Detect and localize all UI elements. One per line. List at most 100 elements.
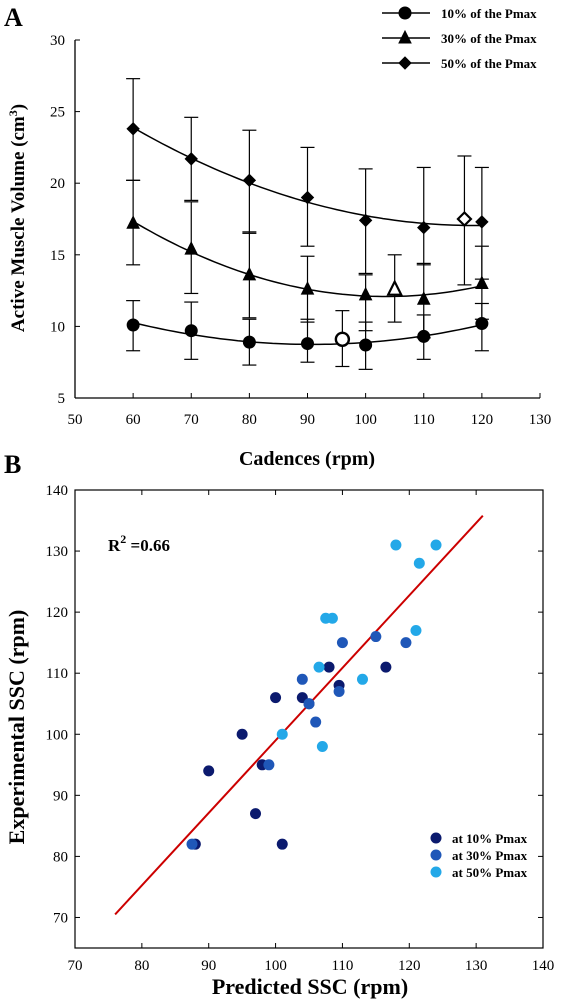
chart-a-optimum-point: [456, 210, 473, 228]
chart-b-point: [313, 661, 325, 673]
chart-b-point: [276, 728, 288, 740]
chart-b-point: [326, 612, 338, 624]
chart-b-series: [186, 539, 442, 850]
chart-a-point: [358, 213, 373, 228]
r-squared-end: =0.66: [126, 536, 170, 555]
chart-a-x-tick-label: 100: [354, 412, 377, 428]
chart-b-x-tick-label: 130: [465, 958, 488, 974]
chart-a-ylabel-sup: 3: [6, 110, 20, 116]
chart-b-point: [413, 557, 425, 569]
chart-a-series: [126, 78, 489, 370]
chart-a-legend-marker: [398, 56, 412, 70]
chart-b-x-tick-label: 110: [331, 958, 353, 974]
chart-a-y-tick-label: 5: [58, 391, 66, 407]
chart-a-y-tick-label: 15: [50, 248, 65, 264]
chart-b-point: [186, 838, 198, 850]
chart-a-point: [300, 281, 315, 295]
chart-b-point: [356, 673, 368, 685]
chart-b-frame: [74, 489, 544, 949]
chart-a-point: [475, 215, 489, 229]
chart-b-ylabel: Experimental SSC (rpm): [4, 610, 29, 845]
chart-b-point: [296, 673, 308, 685]
chart-a-point: [359, 338, 373, 352]
chart-b-legend-label: at 30% Pmax: [452, 848, 528, 863]
chart-b-y-tick-label: 80: [53, 849, 68, 865]
chart-a-point: [184, 240, 199, 255]
chart-b-point: [270, 692, 282, 704]
chart-b-y-tick-label: 120: [46, 605, 69, 621]
chart-b-legend: at 10% Pmax at 30% Pmax at 50% Pmax: [430, 831, 528, 880]
chart-a-legend-label: 30% of the Pmax: [441, 31, 537, 46]
chart-b-legend-marker: [430, 832, 442, 844]
chart-b-axes: 70 80 90 100 110 120 130 140 70 80 90 100 110 120 130 1…: [46, 483, 555, 974]
r-squared-annotation: R2 =0.66: [108, 532, 170, 555]
chart-b-point: [303, 698, 315, 710]
chart-a-axes: 50 60 70 80 90 100 110 120 130 5 10 15 20 25 30: [50, 33, 551, 428]
chart-a-point: [126, 318, 140, 332]
chart-a-x-tick-label: 60: [126, 412, 141, 428]
r-squared-main: R: [108, 536, 121, 555]
chart-a-y-tick-label: 30: [50, 33, 65, 49]
panel-a-letter: A: [4, 3, 23, 32]
chart-a-point: [184, 152, 198, 166]
chart-b-legend-label: at 50% Pmax: [452, 865, 528, 880]
chart-a-y-tick-label: 25: [50, 105, 65, 121]
chart-b-fit-line-group: [114, 514, 484, 916]
chart-a-point: [301, 337, 314, 351]
chart-a-ylabel-main: Active Muscle Volume (cm: [8, 116, 29, 332]
chart-b-point: [310, 716, 322, 728]
chart-a-point: [242, 335, 256, 349]
chart-b: 70 80 90 100 110 120 130 140 70 80 90 100 110 120 130 1…: [4, 483, 554, 999]
chart-a-x-tick-label: 50: [68, 412, 83, 428]
chart-a-point: [358, 286, 373, 301]
chart-b-point: [316, 740, 328, 752]
chart-a-point: [242, 266, 257, 281]
chart-b-point: [236, 728, 248, 740]
chart-a-x-tick-label: 70: [184, 412, 199, 428]
chart-b-y-tick-label: 130: [46, 544, 69, 560]
chart-b-point: [380, 661, 392, 673]
chart-b-fit-line: [114, 514, 484, 916]
chart-a-legend-label: 50% of the Pmax: [441, 56, 537, 71]
chart-a-ylabel: Active Muscle Volume (cm3): [6, 104, 29, 332]
chart-b-y-tick-label: 100: [46, 727, 69, 743]
chart-a-legend-marker: [398, 29, 412, 44]
chart-b-point: [370, 631, 382, 643]
chart-b-x-tick-label: 140: [532, 958, 555, 974]
chart-b-point: [276, 838, 288, 850]
chart-a-legend: 10% of the Pmax 30% of the Pmax 50% of the…: [382, 6, 537, 71]
chart-a-point: [126, 122, 140, 136]
chart-a-series-3: [126, 78, 489, 286]
chart-a-optimum-point: [334, 331, 351, 347]
chart-b-legend-label: at 10% Pmax: [452, 831, 528, 846]
chart-b-point: [263, 759, 275, 771]
chart-a-optimum-point: [386, 279, 403, 296]
chart-b-point: [400, 637, 412, 649]
chart-a-point: [184, 324, 198, 338]
chart-b-y-tick-label: 140: [46, 483, 69, 499]
chart-a-legend-marker: [398, 6, 412, 20]
chart-b-y-tick-label: 70: [53, 910, 68, 926]
chart-a-x-tick-label: 110: [413, 412, 435, 428]
chart-b-point: [390, 539, 402, 551]
chart-b-x-tick-label: 100: [264, 958, 287, 974]
chart-a-legend-label: 10% of the Pmax: [441, 6, 537, 21]
chart-b-point: [323, 661, 335, 673]
chart-b-legend-marker: [430, 849, 442, 861]
chart-b-xlabel: Predicted SSC (rpm): [212, 974, 408, 999]
chart-a-x-tick-label: 120: [471, 412, 494, 428]
chart-b-series-3: [276, 539, 442, 752]
r-squared-sup: 2: [120, 532, 126, 546]
chart-a-x-tick-label: 130: [529, 412, 552, 428]
chart-a: 50 60 70 80 90 100 110 120 130 5 10 15 20 25 30 10% of…: [6, 6, 551, 470]
chart-b-y-tick-label: 110: [46, 666, 68, 682]
chart-a-point: [126, 215, 140, 229]
chart-b-x-tick-label: 90: [201, 958, 216, 974]
chart-b-point: [410, 624, 422, 636]
chart-a-y-tick-label: 10: [50, 319, 65, 335]
chart-b-series-1: [189, 661, 392, 850]
chart-b-x-tick-label: 120: [398, 958, 421, 974]
chart-a-y-tick-label: 20: [50, 176, 65, 192]
chart-a-point: [242, 173, 257, 188]
